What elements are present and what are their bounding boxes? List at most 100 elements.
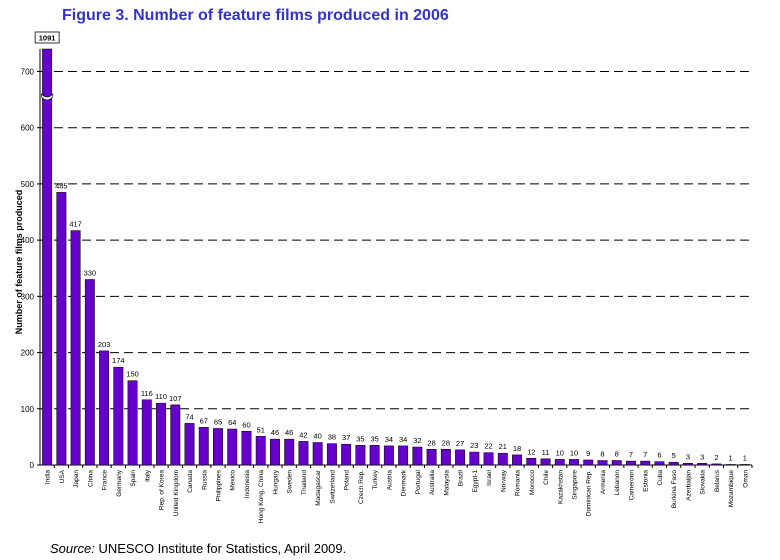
y-tick-label: 200 bbox=[21, 349, 35, 358]
bar bbox=[426, 449, 437, 466]
x-tick-label: Italy bbox=[144, 469, 151, 482]
bar bbox=[469, 451, 480, 466]
bar bbox=[697, 463, 708, 466]
value-label: 7 bbox=[629, 450, 633, 459]
value-label: 485 bbox=[55, 181, 68, 190]
bar bbox=[668, 461, 679, 466]
bar bbox=[440, 449, 451, 466]
x-tick-label: Philippines bbox=[216, 469, 223, 501]
value-label: 1 bbox=[743, 453, 747, 462]
x-tick-label: Rep. of Korea bbox=[159, 470, 166, 510]
value-label: 9 bbox=[586, 449, 590, 458]
bar bbox=[512, 454, 522, 466]
x-tick-label: Hong Kong, China bbox=[258, 470, 265, 524]
bar bbox=[383, 445, 394, 466]
bar bbox=[255, 436, 266, 466]
value-label: 330 bbox=[84, 268, 97, 277]
value-label: 64 bbox=[228, 418, 236, 427]
x-tick-label: Singapore bbox=[572, 470, 579, 500]
x-tick-label: Armenia bbox=[600, 470, 607, 495]
value-label: 1 bbox=[729, 453, 733, 462]
x-tick-label: Hungary bbox=[272, 469, 279, 494]
x-tick-label: Australia bbox=[429, 470, 436, 496]
x-tick-label: Cameroon bbox=[628, 470, 635, 501]
bar bbox=[241, 431, 252, 466]
x-tick-label: Canada bbox=[187, 470, 194, 493]
x-tick-label: Morocco bbox=[529, 470, 536, 495]
bar bbox=[326, 443, 337, 466]
bar bbox=[569, 459, 579, 466]
value-label: 8 bbox=[615, 450, 619, 459]
value-label: 417 bbox=[69, 220, 82, 229]
y-tick-label: 500 bbox=[21, 180, 35, 189]
x-tick-label: Norway bbox=[500, 469, 507, 492]
x-tick-label: China bbox=[87, 470, 94, 487]
x-tick-label: Dominican Rep. bbox=[586, 470, 593, 516]
bar bbox=[198, 427, 209, 466]
bar bbox=[711, 463, 722, 466]
x-tick-label: Russia bbox=[201, 470, 208, 490]
x-tick-label: Slovakia bbox=[700, 470, 707, 495]
bar bbox=[369, 445, 380, 466]
value-label: 23 bbox=[470, 441, 478, 450]
x-tick-label: Poland bbox=[344, 470, 351, 491]
bar bbox=[213, 428, 223, 466]
bar bbox=[227, 428, 238, 466]
value-label: 32 bbox=[413, 436, 421, 445]
value-label: 35 bbox=[356, 434, 364, 443]
value-label: 8 bbox=[600, 450, 604, 459]
x-tick-label: Malaysia bbox=[443, 470, 450, 496]
x-tick-label: Spain bbox=[130, 470, 137, 487]
value-label: 67 bbox=[200, 416, 208, 425]
bar bbox=[127, 380, 138, 466]
value-label: 34 bbox=[385, 435, 393, 444]
value-label: 22 bbox=[484, 442, 492, 451]
bar bbox=[554, 459, 565, 466]
value-label: 28 bbox=[442, 438, 450, 447]
bar bbox=[725, 464, 736, 466]
x-tick-label: France bbox=[102, 470, 109, 491]
value-label-box bbox=[34, 31, 60, 44]
bar bbox=[640, 460, 651, 466]
bar bbox=[284, 438, 295, 466]
y-tick-label: 700 bbox=[21, 67, 35, 76]
x-tick-label: Estonia bbox=[643, 470, 650, 492]
x-tick-label: Burkina Faso bbox=[671, 470, 678, 509]
x-tick-label: Oman bbox=[742, 470, 749, 488]
x-tick-label: Turkey bbox=[372, 469, 379, 489]
value-label: 7 bbox=[643, 450, 647, 459]
bar bbox=[156, 402, 166, 466]
value-label: 6 bbox=[657, 451, 661, 460]
x-tick-label: Thailand bbox=[301, 470, 308, 495]
bar bbox=[682, 463, 693, 466]
bar bbox=[412, 446, 423, 466]
x-tick-label: Germany bbox=[116, 469, 123, 496]
value-label: 46 bbox=[285, 428, 293, 437]
bar bbox=[113, 366, 124, 466]
value-label: 150 bbox=[126, 370, 139, 379]
x-tick-label: Brazil bbox=[458, 469, 465, 486]
x-tick-label: Cuba bbox=[657, 470, 664, 486]
x-tick-label: Egypt-1 bbox=[472, 470, 479, 493]
bar bbox=[611, 460, 622, 466]
bar bbox=[170, 404, 181, 466]
value-label: 27 bbox=[456, 439, 464, 448]
x-tick-label: Portugal bbox=[415, 469, 422, 494]
x-tick-label: Japan bbox=[73, 470, 80, 488]
value-label: 203 bbox=[98, 340, 111, 349]
x-tick-label: India bbox=[45, 470, 52, 484]
value-label: 74 bbox=[185, 412, 193, 421]
value-label: 174 bbox=[112, 356, 125, 365]
value-label: 1091 bbox=[39, 34, 56, 43]
bar bbox=[56, 192, 67, 466]
value-label: 46 bbox=[271, 428, 279, 437]
chart-title: Figure 3. Number of feature films produc… bbox=[62, 7, 449, 24]
value-label: 107 bbox=[169, 394, 182, 403]
x-tick-label: United Kingdom bbox=[173, 470, 180, 516]
value-label: 40 bbox=[314, 432, 322, 441]
value-label: 5 bbox=[672, 451, 676, 460]
value-label: 18 bbox=[513, 444, 521, 453]
bar bbox=[739, 464, 750, 466]
